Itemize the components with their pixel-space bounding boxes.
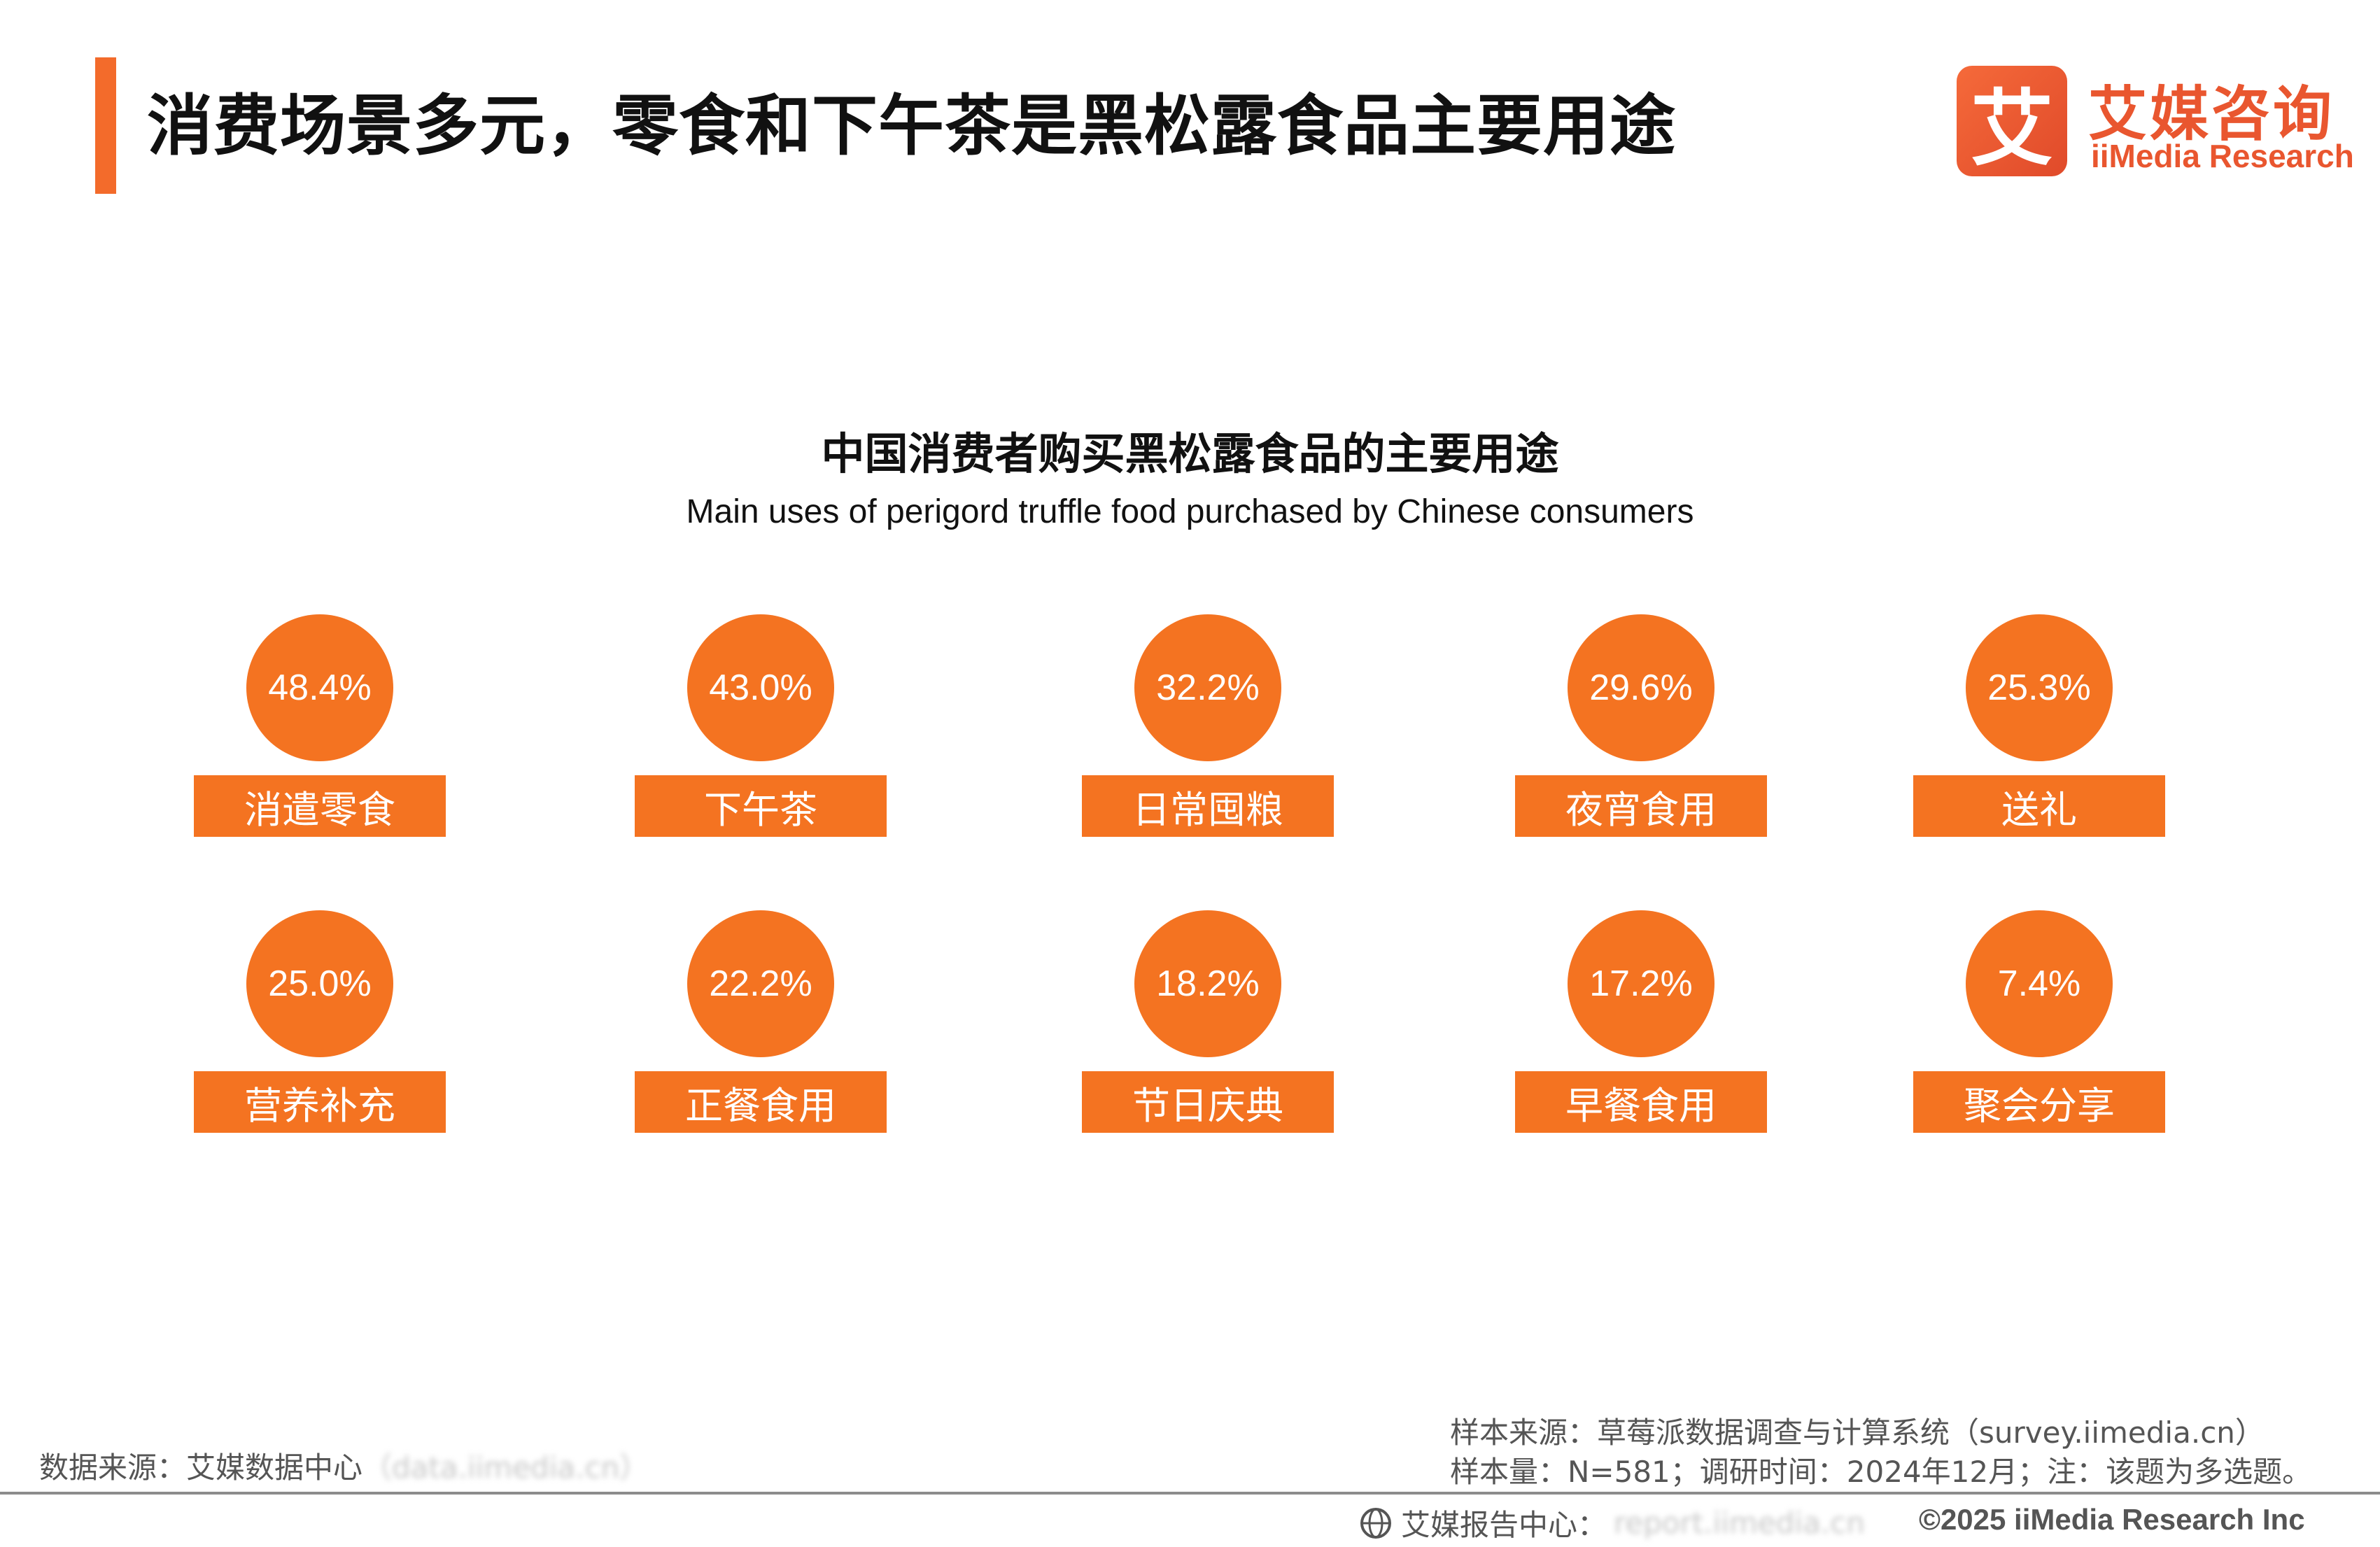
category-label: 日常囤粮 [1082, 775, 1334, 837]
report-center: 艾媒报告中心： report.iimedia.cn [1358, 1502, 1865, 1544]
globe-icon [1360, 1507, 1391, 1539]
data-source-link[interactable]: （data.iimedia.cn） [362, 1450, 649, 1485]
copyright: ©2025 iiMedia Research Inc [1919, 1503, 2305, 1536]
category-label: 夜宵食用 [1515, 775, 1767, 837]
value-bubble: 29.6% [1568, 614, 1714, 761]
brand-logo: 艾 艾媒咨询 iiMedia Research [1957, 66, 2354, 185]
data-source-text: 数据来源：艾媒数据中心 [39, 1450, 363, 1485]
category-label: 下午茶 [635, 775, 887, 837]
chart-subtitle: Main uses of perigord truffle food purch… [686, 493, 1694, 530]
page-title: 消费场景多元，零食和下午茶是黑松露食品主要用途 [147, 88, 1677, 164]
category-label: 正餐食用 [635, 1071, 887, 1133]
footer-divider [0, 1492, 2380, 1495]
value-bubble: 22.2% [687, 910, 834, 1057]
category-label: 早餐食用 [1515, 1071, 1767, 1133]
category-label: 送礼 [1913, 775, 2165, 837]
category-label: 节日庆典 [1082, 1071, 1334, 1133]
data-source: 数据来源：艾媒数据中心（data.iimedia.cn） [39, 1444, 649, 1487]
value-bubble: 17.2% [1568, 910, 1714, 1057]
logo-mark-icon: 艾 [1957, 66, 2067, 177]
title-accent-bar [95, 57, 116, 194]
sample-source: 样本来源：草莓派数据调查与计算系统（survey.iimedia.cn） [1450, 1415, 2265, 1450]
category-label: 聚会分享 [1913, 1071, 2165, 1133]
logo-name-en: iiMedia Research [2091, 138, 2354, 174]
value-bubble: 32.2% [1134, 614, 1281, 761]
sample-size-note: 样本量：N=581；调研时间：2024年12月；注：该题为多选题。 [1450, 1455, 2312, 1489]
category-label: 消遣零食 [194, 775, 446, 837]
value-bubble: 25.3% [1966, 614, 2113, 761]
report-center-link[interactable]: report.iimedia.cn [1614, 1506, 1865, 1540]
value-bubble: 43.0% [687, 614, 834, 761]
value-bubble: 25.0% [246, 910, 393, 1057]
logo-name-cn: 艾媒咨询 [2088, 80, 2335, 148]
report-center-label: 艾媒报告中心： [1401, 1508, 1607, 1542]
value-bubble: 7.4% [1966, 910, 2113, 1057]
chart-title: 中国消费者购买黑松露食品的主要用途 [821, 428, 1559, 479]
category-label: 营养补充 [194, 1071, 446, 1133]
value-bubble: 18.2% [1134, 910, 1281, 1057]
value-bubble: 48.4% [246, 614, 393, 761]
